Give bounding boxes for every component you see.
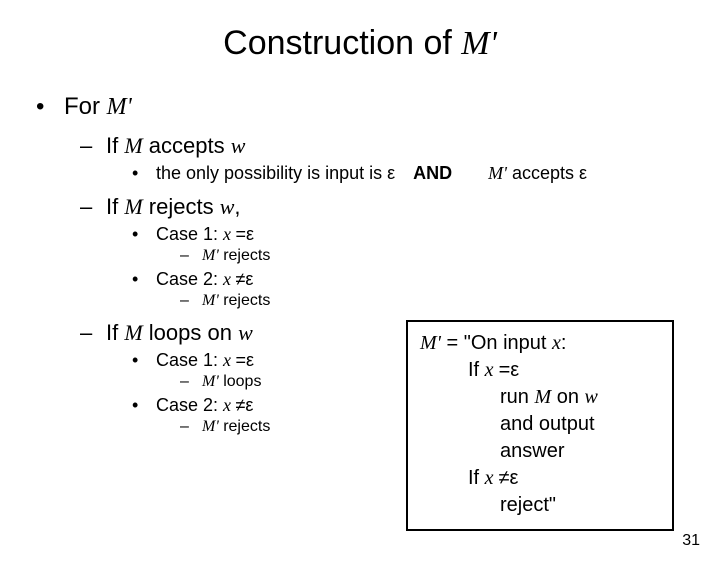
level1-for: •For M' xyxy=(36,93,720,121)
level2-rejects: –If M rejects w, xyxy=(80,194,720,220)
box-l1b: = "On input xyxy=(441,332,552,354)
dash-icon: – xyxy=(180,373,202,391)
case2l-neq: ≠ε xyxy=(236,395,254,415)
box-l4: and output answer xyxy=(500,413,595,462)
accepts-and: AND xyxy=(413,163,452,183)
box-l3b: M xyxy=(534,386,551,408)
case2-neq: ≠ε xyxy=(236,269,254,289)
case1l-x: x xyxy=(223,350,236,370)
case2-x: x xyxy=(223,269,236,289)
level4-mrejects-2: –M' rejects xyxy=(180,292,720,310)
loops-w: w xyxy=(238,320,253,345)
mloop-t: loops xyxy=(219,373,262,390)
level3-case2-rej: •Case 2: x ≠ε xyxy=(132,269,720,290)
case1-eq: =ε xyxy=(236,224,255,244)
bullet-icon: • xyxy=(132,163,156,184)
box-l1d: : xyxy=(561,332,567,354)
box-line2: If x =ε xyxy=(420,357,660,384)
accepts-mid: accepts xyxy=(143,133,231,158)
dash-icon: – xyxy=(180,418,202,436)
case2l-x: x xyxy=(223,395,236,415)
box-line4: and output answer xyxy=(420,411,660,465)
rejects-comma: , xyxy=(234,194,240,219)
dash-icon: – xyxy=(180,292,202,310)
box-l5b: x xyxy=(485,467,499,489)
box-l3a: run xyxy=(500,386,534,408)
mloop-m: M' xyxy=(202,373,219,390)
bullet-icon: • xyxy=(36,93,64,121)
box-l2b: x xyxy=(485,359,499,381)
box-l2c: =ε xyxy=(499,359,520,381)
title-text: Construction of xyxy=(223,24,461,62)
rejects-mid: rejects xyxy=(143,194,220,219)
box-l5a: If xyxy=(468,467,485,489)
accepts-sub-text: the only possibility is input is ε xyxy=(156,163,395,183)
box-line3: run M on w xyxy=(420,384,660,411)
case1-x: x xyxy=(223,224,236,244)
case2l-label: Case 2: xyxy=(156,395,223,415)
level3-case1-rej: •Case 1: x =ε xyxy=(132,224,720,245)
bullet-icon: • xyxy=(132,224,156,245)
box-l3d: w xyxy=(585,386,598,408)
rejects-w: w xyxy=(220,194,235,219)
mrej-m2: M' xyxy=(202,292,219,309)
l1-prefix: For xyxy=(64,93,107,120)
accepts-tail: accepts ε xyxy=(507,163,587,183)
level4-mrejects-1: –M' rejects xyxy=(180,247,720,265)
box-line5: If x ≠ε xyxy=(420,465,660,492)
bullet-icon: • xyxy=(132,350,156,371)
mrej-t2: rejects xyxy=(219,292,271,309)
loops-if: If xyxy=(106,320,124,345)
l1-m: M' xyxy=(107,94,132,120)
dash-icon: – xyxy=(80,194,106,220)
box-l2a: If xyxy=(468,359,485,381)
rejects-if: If xyxy=(106,194,124,219)
level3-accepts-sub: •the only possibility is input is ε AND M'… xyxy=(132,163,720,184)
mrej-m3: M' xyxy=(202,418,219,435)
box-line1: M' = "On input x: xyxy=(420,330,660,357)
page-title: Construction of M' xyxy=(0,24,720,63)
box-l6: reject" xyxy=(500,494,556,516)
case1l-eq: =ε xyxy=(236,350,255,370)
bullet-icon: • xyxy=(132,269,156,290)
case1l-label: Case 1: xyxy=(156,350,223,370)
title-m: M' xyxy=(461,25,497,62)
mrej-t1: rejects xyxy=(219,247,271,264)
loops-mid: loops on xyxy=(143,320,238,345)
mrej-t3: rejects xyxy=(219,418,271,435)
case1-label: Case 1: xyxy=(156,224,223,244)
accepts-w: w xyxy=(231,133,246,158)
bullet-icon: • xyxy=(132,395,156,416)
box-l5c: ≠ε xyxy=(499,467,519,489)
case2-label: Case 2: xyxy=(156,269,223,289)
accepts-m: M xyxy=(124,133,142,158)
box-l1a: M' xyxy=(420,332,441,354)
page-number: 31 xyxy=(682,532,700,550)
dash-icon: – xyxy=(80,133,106,159)
dash-icon: – xyxy=(80,320,106,346)
accepts-mprime: M' xyxy=(488,163,507,183)
box-l1c: x xyxy=(552,332,561,354)
rejects-m: M xyxy=(124,194,142,219)
definition-box: M' = "On input x: If x =ε run M on w and… xyxy=(406,320,674,531)
box-l3c: on xyxy=(551,386,584,408)
box-line6: reject" xyxy=(420,492,660,519)
mrej-m1: M' xyxy=(202,247,219,264)
level2-accepts: –If M accepts w xyxy=(80,133,720,159)
loops-m: M xyxy=(124,320,142,345)
accepts-if: If xyxy=(106,133,124,158)
dash-icon: – xyxy=(180,247,202,265)
